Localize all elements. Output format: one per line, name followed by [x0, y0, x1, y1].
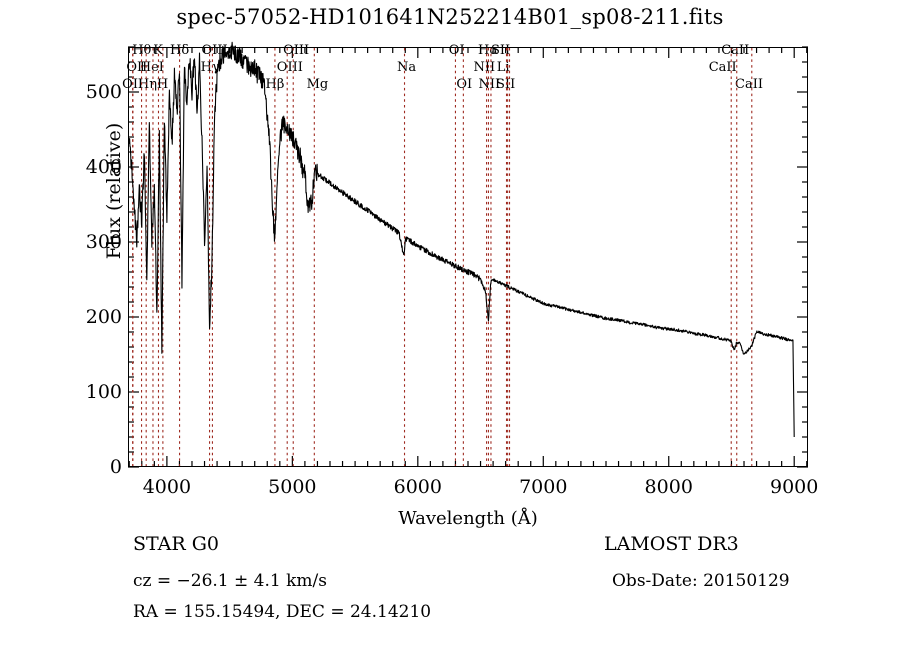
y-axis-tick-0: 0 [109, 456, 122, 478]
line-label-H: Hδ [169, 43, 190, 58]
line-label-CaII: CaII [721, 43, 750, 58]
line-label-OI: OI [456, 77, 473, 92]
line-label-OIII: OIII [283, 43, 310, 58]
x-axis-label: Wavelength (Å) [398, 508, 538, 529]
line-label-SII: SII [496, 77, 516, 92]
x-axis-tick-7000: 7000 [519, 476, 568, 498]
line-label-H: Hθ [132, 43, 152, 58]
line-label-K: K [153, 43, 163, 58]
x-axis-tick-9000: 9000 [770, 476, 819, 498]
line-label-H: Hγ [200, 60, 220, 75]
line-label-OIII: OIII [276, 60, 303, 75]
line-label-H: Hη [137, 77, 158, 92]
spectral-line-labels: OII OII Hθ Hη HeI K H Hδ Hγ OIII Hβ OIII OIII Mg Na OI O… [0, 44, 900, 104]
x-axis-tick-8000: 8000 [644, 476, 693, 498]
line-label-NII: NII [473, 60, 496, 75]
line-label-Mg: Mg [306, 77, 329, 92]
line-label-Li: Li [496, 60, 510, 75]
survey-label: LAMOST DR3 [604, 533, 739, 555]
line-label-H: Hβ [265, 77, 285, 92]
line-label-OIII: OIII [201, 43, 228, 58]
x-axis-tick-5000: 5000 [268, 476, 317, 498]
y-axis-tick-300: 300 [85, 231, 122, 253]
y-axis-tick-labels: 0 100 200 300 400 500 [58, 0, 122, 649]
line-label-CaII: CaII [708, 60, 737, 75]
line-label-OI: OI [448, 43, 465, 58]
x-axis-tick-6000: 6000 [393, 476, 442, 498]
plot-frame [128, 47, 808, 467]
y-axis-tick-500: 500 [85, 81, 122, 103]
redshift-velocity-label: cz = −26.1 ± 4.1 km/s [133, 571, 327, 591]
line-label-SII: SII [491, 43, 511, 58]
y-axis-tick-400: 400 [85, 156, 122, 178]
y-axis-tick-100: 100 [85, 381, 122, 403]
line-label-Na: Na [396, 60, 417, 75]
line-label-HeI: HeI [139, 60, 164, 75]
x-axis-tick-4000: 4000 [142, 476, 192, 498]
object-class-label: STAR G0 [133, 533, 219, 555]
y-axis-tick-200: 200 [85, 306, 122, 328]
observation-date-label: Obs-Date: 20150129 [612, 571, 790, 591]
coordinates-label: RA = 155.15494, DEC = 24.14210 [133, 602, 432, 622]
y-axis-label: Flux (relative) [103, 122, 125, 260]
page-title: spec-57052-HD101641N252214B01_sp08-211.f… [176, 5, 724, 29]
line-label-CaII: CaII [735, 77, 764, 92]
line-label-H: H [156, 77, 169, 92]
